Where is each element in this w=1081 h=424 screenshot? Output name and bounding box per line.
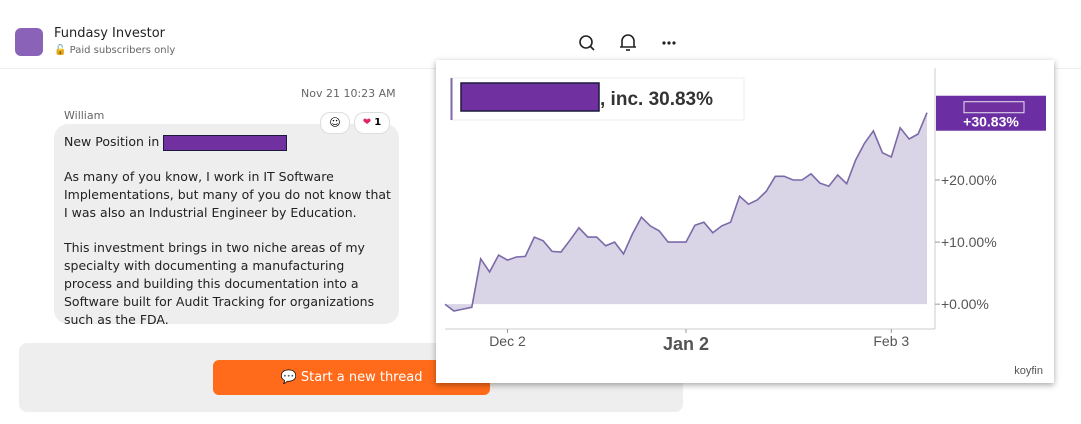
message-text: As many of you know, I work in IT Softwa… — [64, 169, 391, 220]
redacted — [460, 82, 600, 112]
redacted — [963, 101, 1025, 114]
y-tick-label: +0.00% — [941, 296, 989, 312]
redacted — [163, 134, 288, 151]
reactions: ☺ ❤ 1 — [320, 112, 390, 134]
bell-icon[interactable] — [620, 34, 636, 51]
value-label: +30.83% — [963, 114, 1019, 130]
source: koyfin — [1014, 365, 1043, 377]
add-reaction[interactable]: ☺ — [320, 112, 350, 134]
button-label: Start a new thread — [300, 370, 423, 385]
more-icon[interactable] — [662, 41, 676, 45]
reaction-count: 1 — [374, 117, 382, 128]
x-tick-label: Dec 2 — [489, 333, 526, 349]
logo[interactable] — [15, 28, 43, 56]
subtitle-text: Paid subscribers only — [69, 45, 176, 56]
heart-reaction[interactable]: ❤ 1 — [354, 112, 390, 134]
timestamp: Nov 21 10:23 AM — [301, 87, 396, 100]
line — [444, 112, 928, 312]
chart-title: , inc. 30.83% — [600, 89, 713, 110]
chart: , inc. 30.83% koyfin +0.00% +10.00% +20.00… — [436, 60, 1054, 383]
author: William — [64, 109, 105, 122]
message-text: This investment brings in two niche area… — [64, 240, 375, 324]
message-text: New Position in — [64, 134, 160, 149]
x-tick-label: Jan 2 — [663, 334, 709, 354]
top-bar: Fundasy Investor 🔓 Paid subscribers only — [0, 0, 1081, 69]
y-tick-label: +10.00% — [941, 234, 997, 250]
y-tick-label: +20.00% — [941, 172, 997, 188]
message-bubble: New Position in As many of you know, I w… — [54, 124, 399, 324]
toolbar-icons — [579, 34, 676, 51]
subtitle: 🔓 Paid subscribers only — [54, 45, 176, 56]
search-icon[interactable] — [579, 35, 595, 51]
title[interactable]: Fundasy Investor — [54, 26, 165, 41]
x-tick-label: Feb 3 — [873, 333, 909, 349]
area — [445, 112, 927, 311]
